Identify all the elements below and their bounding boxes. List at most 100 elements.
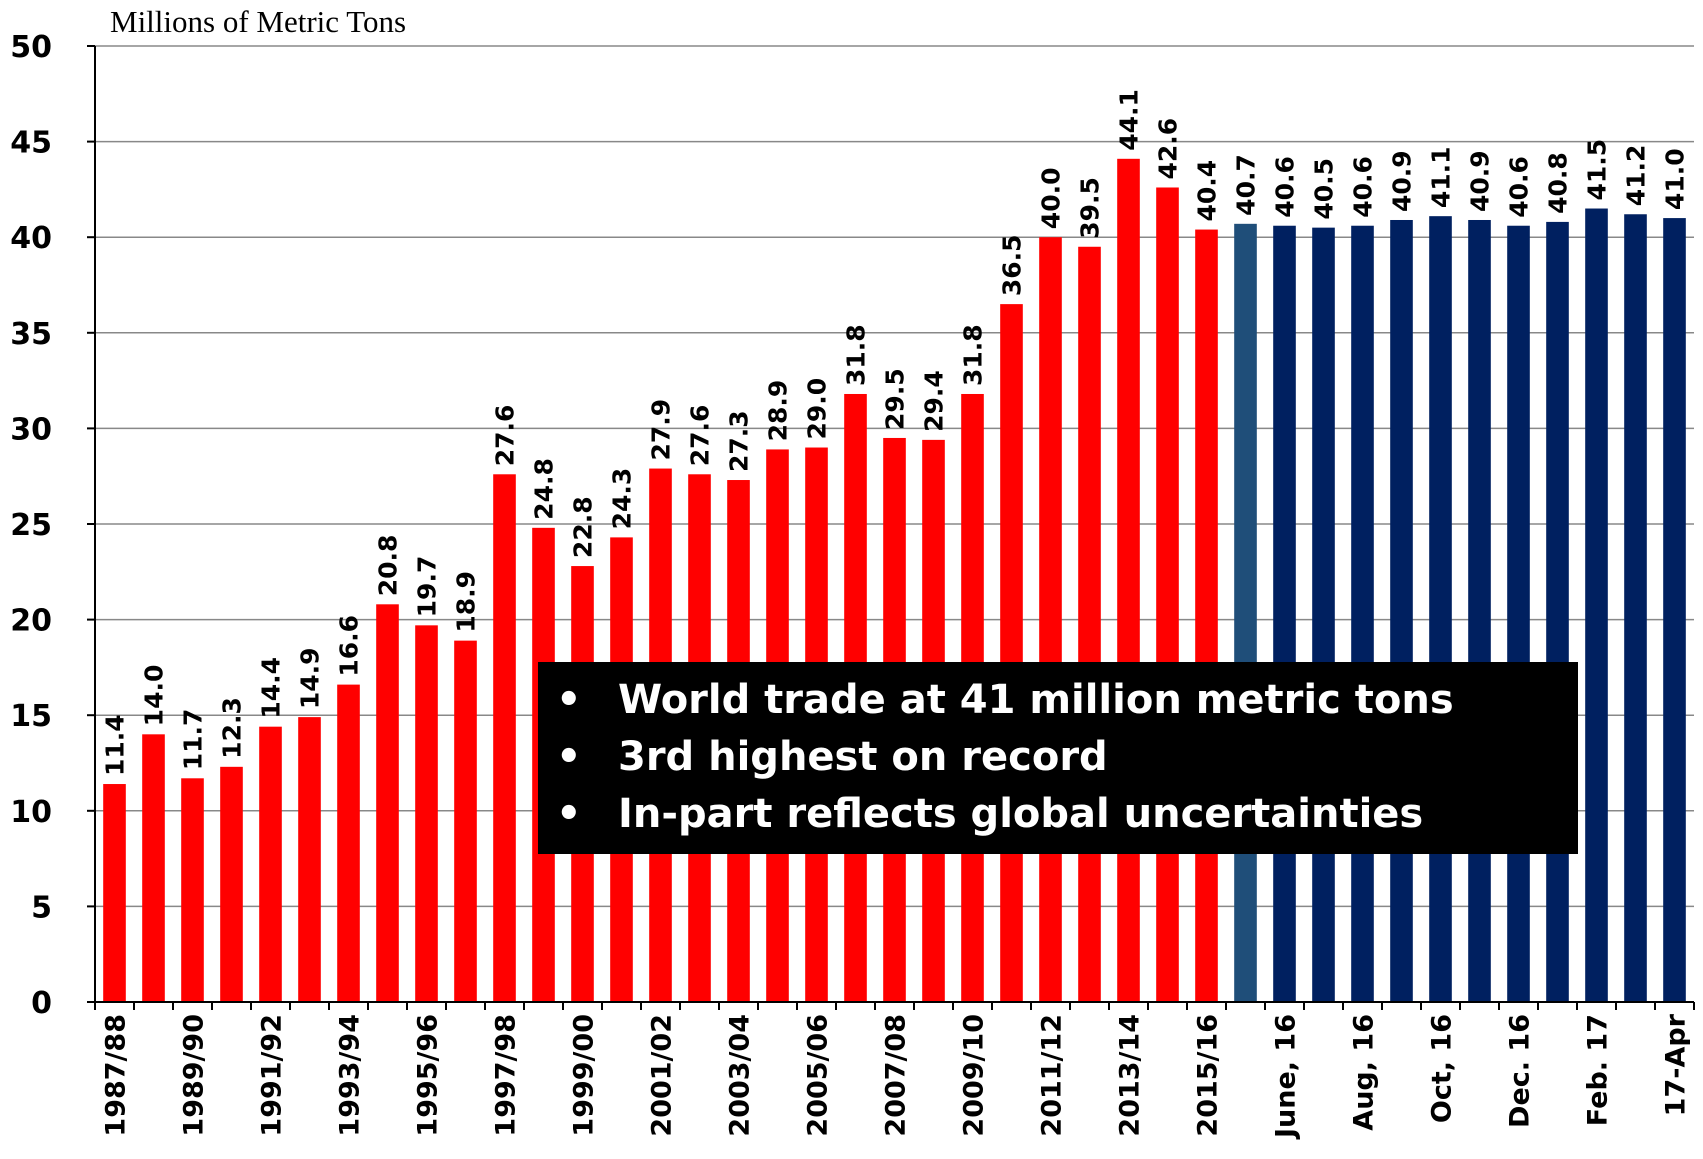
bar — [1624, 214, 1647, 1003]
bar — [1312, 227, 1335, 1002]
data-label: 40.8 — [1544, 152, 1573, 214]
x-tick-label: 2015/16 — [1193, 1014, 1224, 1137]
y-tick-label: 50 — [10, 30, 52, 65]
y-tick-label: 0 — [31, 986, 52, 1021]
bar — [337, 684, 360, 1002]
y-axis-ticks: 0 5 10 15 20 25 30 35 40 45 50 — [10, 30, 95, 1021]
data-label: 19.7 — [413, 556, 442, 618]
data-label: 24.3 — [608, 468, 637, 530]
data-label: 28.9 — [764, 380, 793, 442]
data-labels: 11.4 14.0 11.7 12.3 14.4 14.9 16.6 20.8 19.7 18.9… — [101, 89, 1690, 776]
data-label: 27.6 — [491, 405, 520, 467]
data-label: 14.4 — [257, 657, 286, 719]
x-tick-label: 1993/94 — [335, 1014, 366, 1137]
bar — [1546, 221, 1569, 1003]
x-tick-label: Aug, 16 — [1349, 1014, 1380, 1131]
bar — [220, 766, 243, 1002]
bar — [1195, 229, 1218, 1002]
data-label: 39.5 — [1076, 177, 1105, 239]
bar — [415, 625, 438, 1002]
x-tick-label: 1991/92 — [257, 1014, 288, 1137]
bar — [1507, 225, 1530, 1002]
bar — [1429, 216, 1452, 1003]
data-label: 40.6 — [1349, 156, 1378, 218]
data-label: 36.5 — [998, 234, 1027, 296]
y-tick-label: 20 — [10, 604, 52, 639]
data-label: 12.3 — [218, 697, 247, 759]
bar — [1234, 223, 1257, 1003]
data-label: 40.7 — [1232, 154, 1261, 216]
x-tick-label: Oct, 16 — [1427, 1014, 1458, 1123]
data-label: 22.8 — [569, 496, 598, 558]
x-tick-label: 2007/08 — [881, 1014, 912, 1137]
annotation-line: • World trade at 41 million metric tons — [556, 672, 1578, 729]
x-tick-label: 1989/90 — [179, 1014, 210, 1137]
data-label: 27.9 — [647, 399, 676, 461]
x-tick-label: 1987/88 — [101, 1014, 132, 1137]
bar — [103, 784, 126, 1002]
bullet-marker: • — [556, 677, 582, 723]
x-axis-ticks: 1987/88 1989/90 1991/92 1993/94 1995/96 1997/… — [94, 1002, 1695, 1140]
bar — [1351, 225, 1374, 1002]
data-label: 42.6 — [1154, 118, 1183, 180]
annotation-text: In-part reflects global uncertainties — [618, 791, 1424, 837]
data-label: 40.4 — [1193, 160, 1222, 222]
x-tick-label: 2003/04 — [725, 1014, 756, 1137]
data-label: 18.9 — [452, 571, 481, 633]
annotation-text: 3rd highest on record — [618, 734, 1108, 780]
data-label: 31.8 — [842, 324, 871, 386]
data-label: 41.2 — [1622, 145, 1651, 207]
bar — [298, 717, 321, 1002]
data-label: 40.0 — [1037, 168, 1066, 230]
x-tick-label: Feb. 17 — [1583, 1014, 1614, 1126]
y-tick-label: 30 — [10, 412, 52, 447]
bars — [103, 158, 1686, 1003]
data-label: 40.9 — [1388, 150, 1417, 212]
data-label: 14.9 — [296, 647, 325, 709]
bar — [1156, 187, 1179, 1002]
x-tick-label: 2005/06 — [803, 1014, 834, 1137]
data-label: 11.4 — [101, 714, 130, 776]
data-label: 31.8 — [959, 324, 988, 386]
data-label: 11.7 — [179, 709, 208, 771]
bar — [1078, 246, 1101, 1002]
bullet-marker: • — [556, 791, 582, 837]
x-tick-label: June, 16 — [1271, 1014, 1302, 1140]
data-label: 24.8 — [530, 458, 559, 520]
data-label: 44.1 — [1115, 89, 1144, 151]
data-label: 16.6 — [335, 615, 364, 677]
data-label: 41.5 — [1583, 139, 1612, 201]
bar — [1273, 225, 1296, 1002]
bar — [376, 604, 399, 1002]
y-tick-label: 45 — [10, 126, 52, 161]
data-label: 29.0 — [803, 378, 832, 440]
annotation-line: • 3rd highest on record — [556, 729, 1578, 786]
data-label: 29.4 — [920, 370, 949, 432]
bar — [1468, 219, 1491, 1002]
x-tick-label: 2013/14 — [1115, 1014, 1146, 1137]
x-tick-label: Dec. 16 — [1505, 1014, 1536, 1128]
y-tick-label: 35 — [10, 317, 52, 352]
x-tick-label: 1999/00 — [569, 1014, 600, 1137]
bullet-marker: • — [556, 734, 582, 780]
x-tick-label: 2009/10 — [959, 1014, 990, 1137]
annotation-text: World trade at 41 million metric tons — [618, 677, 1454, 723]
y-tick-label: 25 — [10, 508, 52, 543]
data-label: 40.5 — [1310, 158, 1339, 220]
data-label: 41.0 — [1661, 148, 1690, 210]
y-tick-label: 15 — [10, 699, 52, 734]
data-label: 41.1 — [1427, 146, 1456, 208]
data-label: 40.6 — [1505, 156, 1534, 218]
bar — [1000, 304, 1023, 1002]
y-axis-unit-label: Millions of Metric Tons — [110, 4, 406, 39]
data-label: 40.9 — [1466, 150, 1495, 212]
data-label: 27.6 — [686, 405, 715, 467]
data-label: 40.6 — [1271, 156, 1300, 218]
bar — [1663, 218, 1686, 1002]
bar — [493, 474, 516, 1003]
bar — [1039, 237, 1062, 1002]
x-tick-label: 17-Apr — [1661, 1013, 1692, 1116]
y-tick-label: 5 — [31, 890, 52, 925]
x-tick-label: 1995/96 — [413, 1014, 444, 1137]
